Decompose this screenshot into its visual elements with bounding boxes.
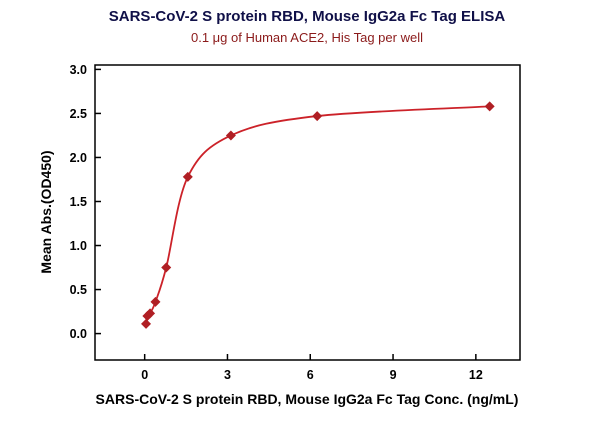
x-tick-label: 12 <box>469 368 483 382</box>
y-tick-label: 0.5 <box>70 283 87 297</box>
data-point-marker <box>484 101 495 112</box>
data-point-marker <box>312 111 323 122</box>
y-tick-label: 3.0 <box>70 63 87 77</box>
data-point-marker <box>225 130 236 141</box>
data-point-marker <box>145 308 156 319</box>
x-tick-label: 0 <box>141 368 148 382</box>
chart-subtitle: 0.1 μg of Human ACE2, His Tag per well <box>191 30 423 45</box>
data-point-marker <box>141 318 152 329</box>
y-tick-label: 2.5 <box>70 107 87 121</box>
y-tick-label: 1.0 <box>70 239 87 253</box>
plot-frame <box>94 64 521 361</box>
data-point-marker <box>150 296 161 307</box>
data-point-marker <box>161 262 172 273</box>
y-tick-label: 2.0 <box>70 151 87 165</box>
y-tick-label: 0.0 <box>70 327 87 341</box>
x-tick-label: 9 <box>390 368 397 382</box>
chart-title: SARS-CoV-2 S protein RBD, Mouse IgG2a Fc… <box>109 8 506 25</box>
x-tick-label: 3 <box>224 368 231 382</box>
data-point-marker <box>182 171 193 182</box>
y-axis-label: Mean Abs.(OD450) <box>38 150 54 273</box>
plot-area: 0 3 6 9 12 0.0 0.5 1.0 1.5 2.0 2.5 3.0 <box>70 63 521 382</box>
y-tick-label: 1.5 <box>70 195 87 209</box>
fit-curve <box>145 105 490 325</box>
x-axis-label: SARS-CoV-2 S protein RBD, Mouse IgG2a Fc… <box>96 391 519 407</box>
x-tick-label: 6 <box>307 368 314 382</box>
